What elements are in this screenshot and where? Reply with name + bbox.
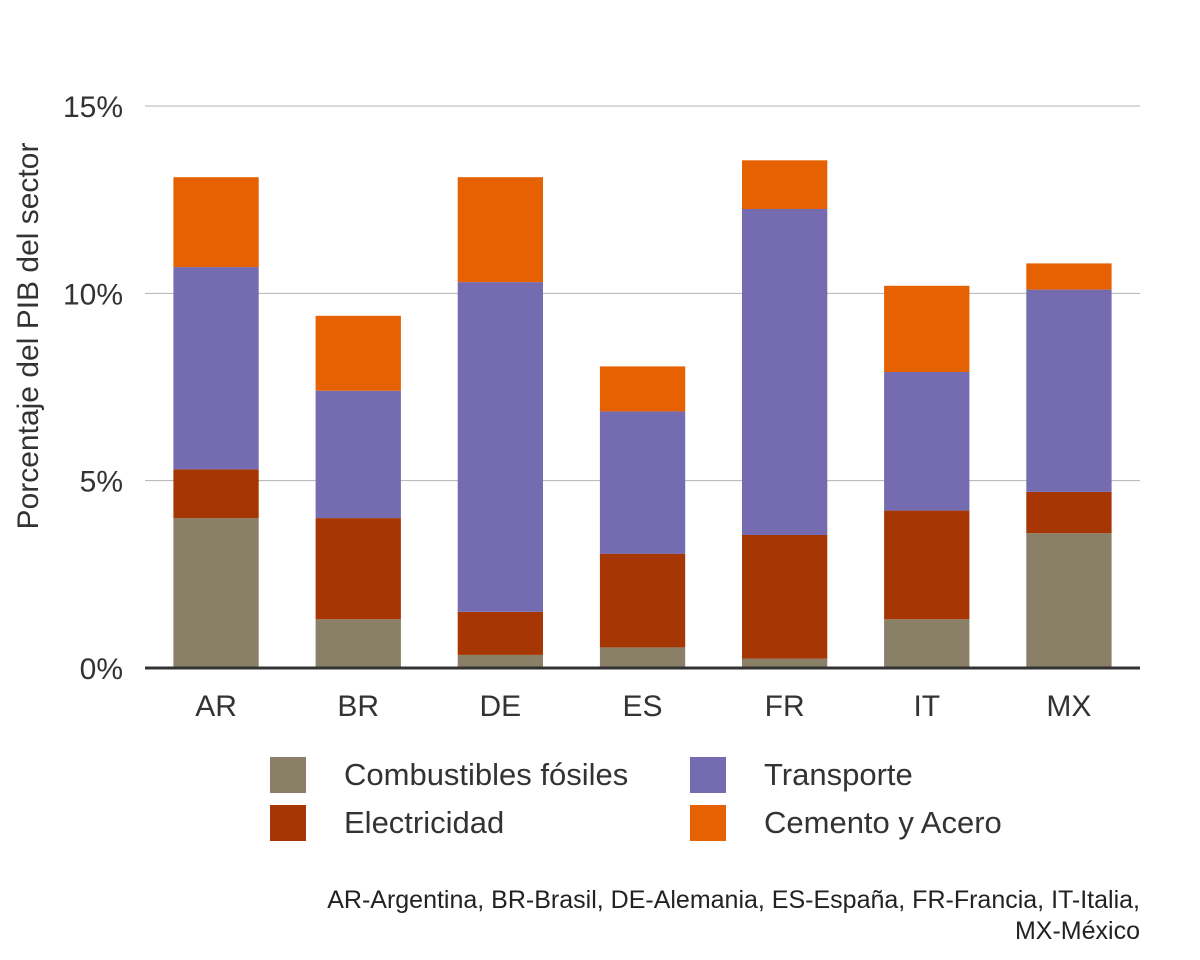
bar-segment (457, 177, 543, 283)
y-tick-label: 15% (63, 91, 123, 124)
bar-segment (742, 209, 828, 535)
bar-segment (599, 411, 686, 554)
y-tick-label: 10% (63, 278, 123, 311)
bar-segment (884, 510, 970, 620)
x-tick-labels: AR BR DE ES FR IT MX (195, 690, 1091, 723)
y-tick-labels: 0% 5% 10% 15% (63, 91, 123, 686)
bar-segment (173, 469, 259, 519)
legend-label: Electricidad (344, 805, 505, 840)
stacked-bar-chart: 0% 5% 10% 15% AR BR DE ES FR IT MX Porcentaje del… (12, 91, 1140, 723)
bar-segment (315, 619, 401, 668)
legend-item-combustibles: Combustibles fósiles (270, 755, 628, 795)
bar-segment (599, 553, 686, 648)
legend-item-cemento: Cemento y Acero (690, 803, 1002, 843)
bar-segment (884, 619, 970, 668)
legend-swatch (270, 805, 306, 841)
y-tick-label: 0% (80, 653, 123, 686)
footnote-line-2: MX-México (1014, 917, 1140, 945)
legend-item-electricidad: Electricidad (270, 803, 504, 843)
bar-segment (173, 518, 259, 668)
bar-segment (742, 535, 828, 659)
y-axis-label: Porcentaje del PIB del sector (12, 143, 45, 530)
legend-label: Combustibles fósiles (344, 757, 629, 792)
bar-segment (884, 372, 970, 511)
x-tick-label: BR (337, 690, 379, 723)
legend-swatch (270, 757, 306, 793)
legend-label: Cemento y Acero (764, 805, 1002, 840)
x-tick-label: MX (1046, 690, 1091, 723)
legend-item-transporte: Transporte (690, 755, 913, 795)
bars (173, 160, 1112, 668)
legend-label: Transporte (764, 757, 913, 792)
footnote: AR-Argentina, BR-Brasil, DE-Alemania, ES… (140, 885, 1140, 947)
bar-segment (1026, 263, 1112, 290)
bar-segment (742, 160, 828, 209)
footnote-line-1: AR-Argentina, BR-Brasil, DE-Alemania, ES… (327, 886, 1140, 914)
bar-segment (173, 267, 259, 470)
legend: Combustibles fósiles Transporte Electric… (270, 755, 1070, 855)
bar-segment (1026, 491, 1112, 534)
bar-segment (315, 315, 401, 391)
x-tick-label: AR (195, 690, 237, 723)
legend-swatch (690, 757, 726, 793)
bar-segment (599, 366, 686, 412)
bar-segment (315, 390, 401, 519)
bar-segment (1026, 289, 1112, 492)
bar-segment (599, 647, 686, 668)
y-tick-label: 5% (80, 466, 123, 499)
x-tick-label: IT (913, 690, 940, 723)
bar-segment (1026, 533, 1112, 668)
bar-segment (742, 658, 828, 668)
bar-segment (457, 654, 543, 668)
x-tick-label: ES (622, 690, 662, 723)
bar-segment (315, 518, 401, 620)
bar-segment (173, 177, 259, 268)
bar-segment (457, 282, 543, 612)
x-tick-label: DE (480, 690, 522, 723)
bar-segment (884, 285, 970, 372)
bar-segment (457, 611, 543, 655)
x-tick-label: FR (765, 690, 805, 723)
legend-swatch (690, 805, 726, 841)
